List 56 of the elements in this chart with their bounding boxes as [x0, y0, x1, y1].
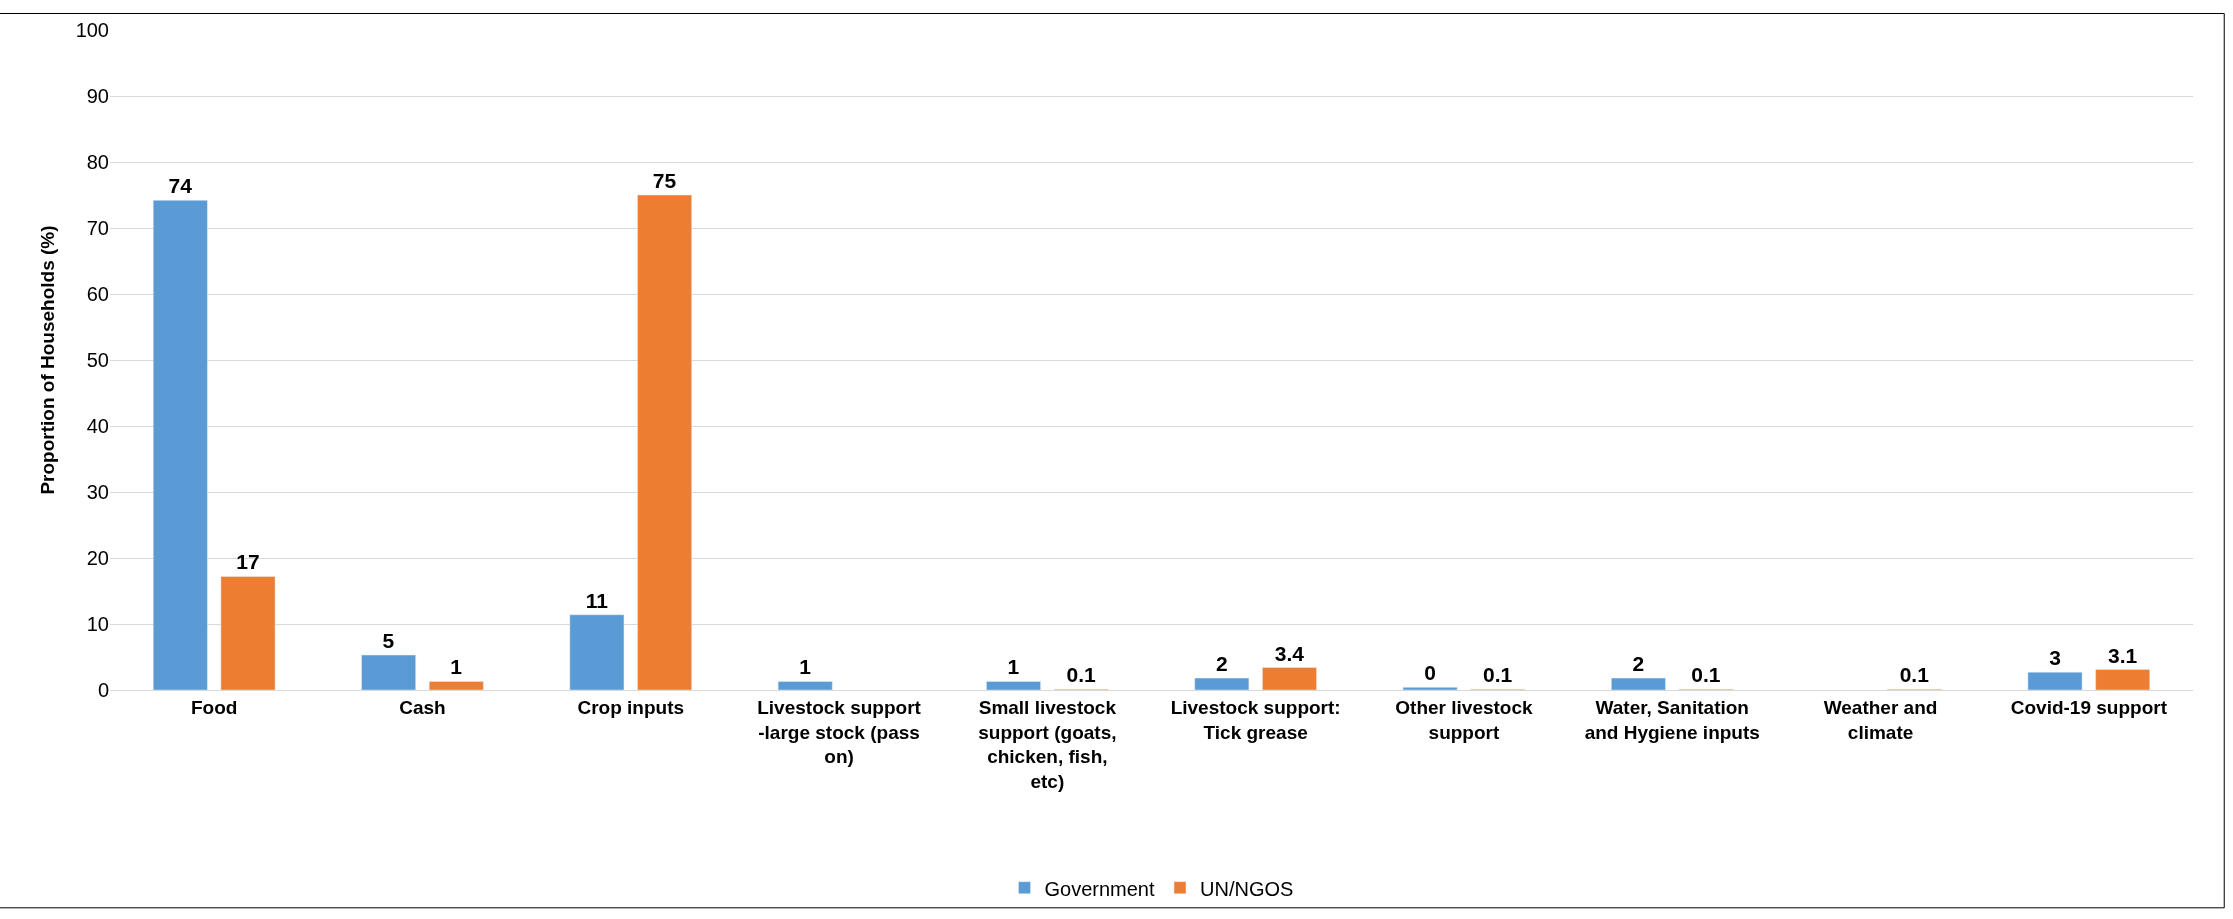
legend-label: Government	[1044, 877, 1155, 900]
data-label: 5	[382, 629, 395, 653]
legend-label: UN/NGOS	[1199, 877, 1294, 900]
data-label: 17	[236, 550, 260, 574]
data-label: 3	[2049, 646, 2061, 670]
bar	[569, 614, 625, 690]
x-tick-label: Livestock support: Tick grease	[1170, 696, 1341, 743]
data-label: 2	[1215, 652, 1228, 676]
y-tick-label: 0	[97, 679, 109, 701]
y-tick-label: 50	[86, 349, 109, 371]
data-label: 0.1	[1066, 663, 1096, 687]
data-label: 0.1	[1899, 663, 1930, 687]
bar	[1194, 677, 1250, 690]
data-label: 2	[1632, 652, 1645, 676]
y-tick-label: 70	[86, 217, 109, 239]
bar	[152, 200, 208, 690]
y-tick-label: 80	[86, 151, 109, 173]
data-label: 1	[450, 655, 463, 679]
x-tick-label: Cash	[399, 696, 446, 718]
bar	[1262, 667, 1317, 690]
bar	[777, 681, 833, 690]
y-tick-label: 100	[75, 19, 109, 41]
data-label: 75	[652, 169, 677, 192]
data-label: 11	[585, 588, 609, 612]
x-tick-label: Livestock support -large stock (pass on)	[757, 696, 922, 768]
bar	[1402, 687, 1458, 690]
x-tick-label: Food	[190, 696, 238, 718]
bar	[361, 654, 416, 690]
bar	[2095, 669, 2151, 690]
bar	[220, 576, 276, 690]
y-tick-label: 10	[86, 613, 109, 635]
bar	[2027, 671, 2083, 690]
bar	[428, 681, 484, 690]
x-tick-label: Covid-19 support	[2010, 696, 2168, 718]
data-label: 0.1	[1691, 663, 1721, 687]
bar	[637, 194, 692, 690]
bar	[1611, 677, 1666, 690]
data-label: 0	[1424, 661, 1436, 685]
data-label: 1	[1007, 655, 1020, 679]
data-label: 3.4	[1274, 641, 1305, 665]
y-axis-title: Proportion of Households (%)	[37, 225, 59, 495]
y-tick-label: 60	[86, 283, 109, 305]
data-label: 0.1	[1483, 663, 1513, 687]
data-label: 74	[168, 174, 193, 198]
x-tick-label: Weather and climate	[1823, 696, 1938, 743]
x-tick-label: Other livestock support	[1395, 696, 1534, 743]
data-label: 1	[799, 655, 812, 679]
y-tick-label: 20	[86, 547, 109, 569]
y-tick-label: 40	[86, 415, 109, 437]
x-tick-label: Crop inputs	[577, 696, 685, 718]
bar	[986, 681, 1041, 690]
y-tick-label: 30	[86, 481, 109, 503]
data-label: 3.1	[2107, 643, 2138, 667]
x-tick-label: Water, Sanitation and Hygiene inputs	[1584, 696, 1760, 743]
y-tick-label: 90	[86, 85, 109, 107]
x-tick-label: Small livestock support (goats, chicken, fish, etc)	[978, 696, 1117, 792]
